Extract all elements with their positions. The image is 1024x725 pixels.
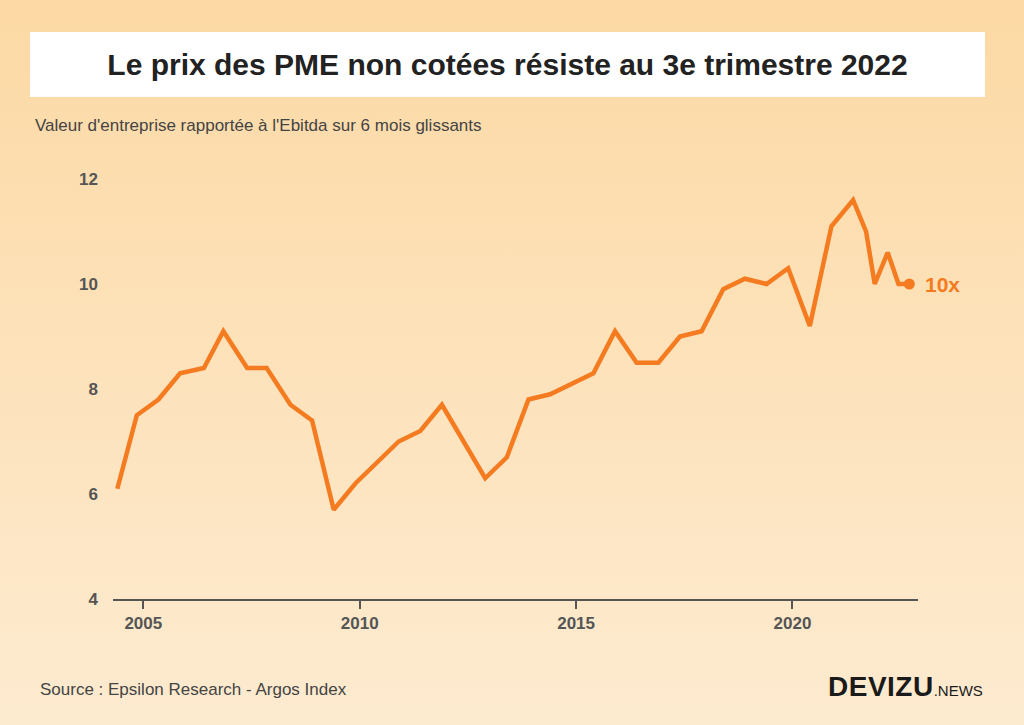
svg-text:2015: 2015 — [557, 614, 595, 633]
svg-text:8: 8 — [89, 380, 98, 399]
svg-text:2020: 2020 — [774, 614, 812, 633]
svg-text:2005: 2005 — [124, 614, 162, 633]
html-text:Source : Epsilon Research - Ar: Source : Epsilon Research - Argos Index — [40, 680, 347, 699]
html-text:Le prix des PME non cotées rés: Le prix des PME non cotées résiste au 3e… — [107, 47, 908, 81]
html-text:DEVIZU.NEWS: DEVIZU.NEWS — [828, 671, 983, 702]
svg-text:4: 4 — [89, 590, 99, 609]
svg-text:10: 10 — [79, 275, 98, 294]
svg-text:6: 6 — [89, 485, 98, 504]
html-text:Valeur d'entreprise rapportée: Valeur d'entreprise rapportée à l'Ebitda… — [35, 116, 482, 135]
svg-text:10x: 10x — [925, 273, 960, 296]
svg-text:2010: 2010 — [341, 614, 379, 633]
svg-text:12: 12 — [79, 170, 98, 189]
